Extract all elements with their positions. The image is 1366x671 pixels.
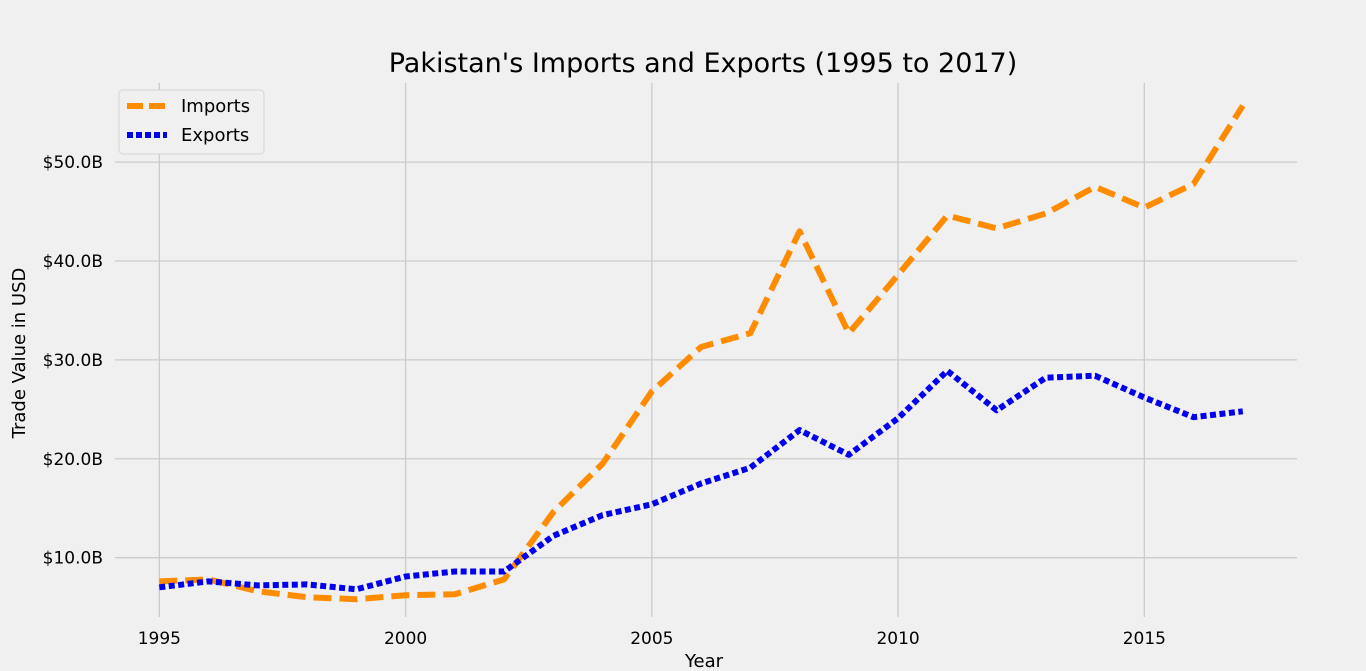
- y-tick-label: $50.0B: [43, 153, 103, 173]
- y-tick-label: $10.0B: [43, 549, 103, 569]
- legend-label-imports: Imports: [181, 96, 250, 117]
- x-tick-label: 2000: [384, 629, 427, 649]
- x-tick-label: 1995: [138, 629, 181, 649]
- series-line-imports: [159, 104, 1246, 603]
- x-tick-label: 2005: [630, 629, 673, 649]
- x-tick-label: 2015: [1123, 629, 1166, 649]
- legend: Imports Exports: [118, 89, 265, 155]
- y-tick-label: $40.0B: [43, 252, 103, 272]
- chart-title: Pakistan's Imports and Exports (1995 to …: [389, 48, 1018, 79]
- legend-label-exports: Exports: [181, 125, 249, 146]
- y-tick-label: $20.0B: [43, 450, 103, 470]
- y-axis-label: Trade Value in USD: [9, 268, 30, 440]
- x-tick-label: 2010: [876, 629, 919, 649]
- series-line-exports: [158, 367, 1244, 593]
- x-axis-label: Year: [684, 651, 724, 671]
- y-tick-label: $30.0B: [43, 351, 103, 371]
- grid: [115, 83, 1297, 617]
- tick-labels: 1995 2000 2005 2010 2015 $10.0B $20.0B $30.0B $4…: [43, 153, 1166, 649]
- series-lines: [158, 104, 1246, 603]
